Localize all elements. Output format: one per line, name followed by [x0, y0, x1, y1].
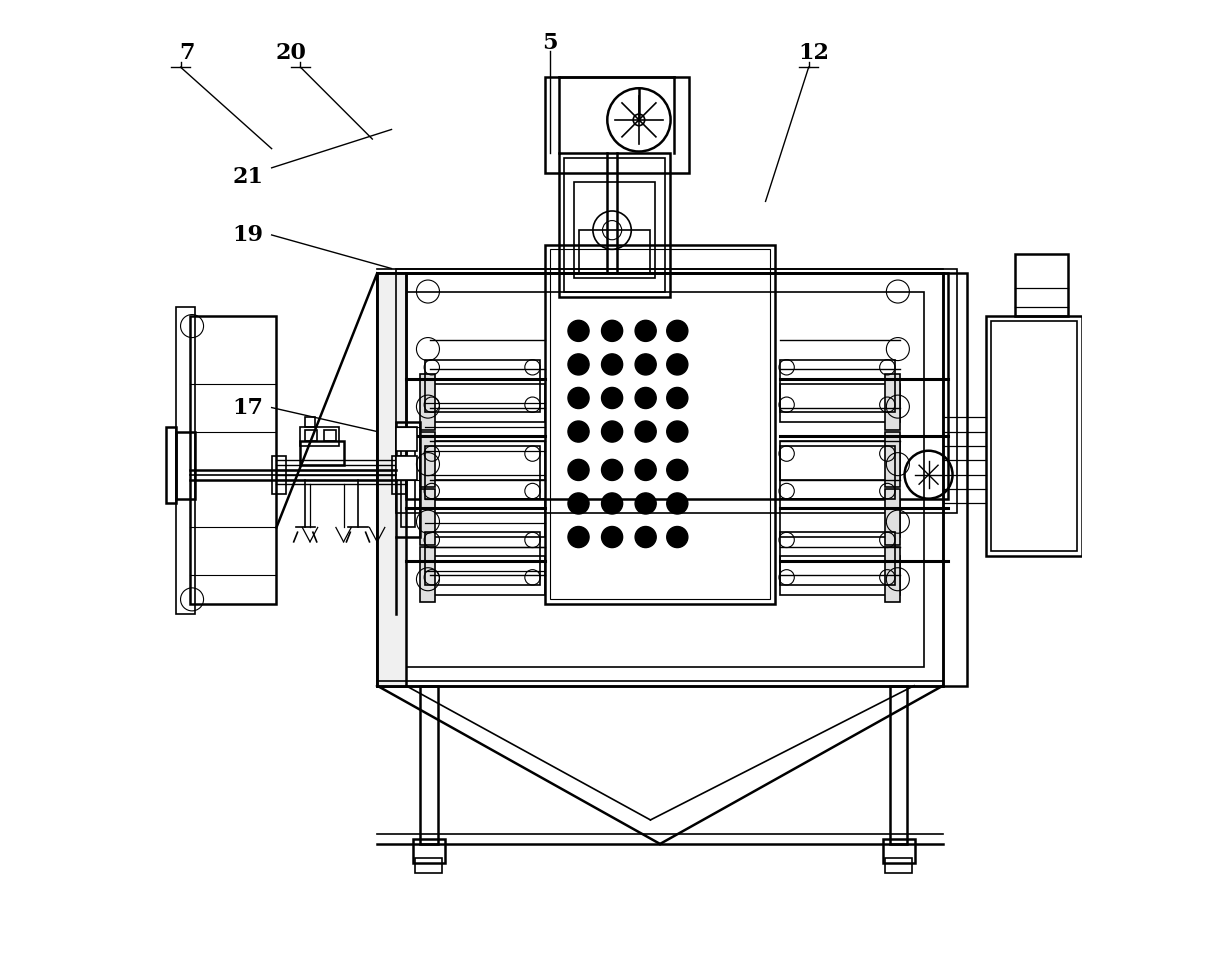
Bar — [271, 456, 286, 494]
Circle shape — [568, 320, 589, 341]
Bar — [392, 456, 406, 494]
Circle shape — [601, 320, 623, 341]
Bar — [421, 432, 435, 487]
Circle shape — [568, 526, 589, 548]
Bar — [886, 432, 900, 487]
Bar — [416, 858, 442, 873]
Bar — [780, 360, 895, 412]
Circle shape — [601, 354, 623, 375]
Bar — [425, 556, 545, 595]
Bar — [780, 532, 895, 585]
Bar — [890, 686, 907, 844]
Circle shape — [635, 354, 657, 375]
Circle shape — [601, 526, 623, 548]
Circle shape — [666, 387, 688, 409]
Circle shape — [635, 320, 657, 341]
Bar — [545, 77, 689, 173]
Circle shape — [568, 421, 589, 442]
Bar — [396, 427, 417, 451]
Bar — [300, 441, 343, 465]
Bar — [425, 532, 540, 585]
Bar — [421, 374, 435, 430]
Bar — [176, 307, 195, 614]
Bar — [166, 427, 176, 503]
Bar — [886, 547, 900, 602]
Bar — [886, 374, 900, 430]
Circle shape — [666, 526, 688, 548]
Circle shape — [601, 493, 623, 514]
Circle shape — [568, 493, 589, 514]
Circle shape — [635, 459, 657, 480]
Bar — [396, 422, 421, 537]
Bar — [300, 427, 339, 446]
Circle shape — [666, 421, 688, 442]
Bar — [991, 321, 1077, 551]
Circle shape — [635, 493, 657, 514]
Bar — [780, 499, 900, 537]
Bar — [882, 839, 915, 863]
Circle shape — [666, 459, 688, 480]
Bar — [396, 269, 957, 513]
Text: 19: 19 — [233, 224, 263, 246]
Bar — [574, 182, 656, 278]
Bar — [780, 556, 900, 595]
Bar — [549, 249, 770, 599]
Circle shape — [568, 459, 589, 480]
Bar — [425, 446, 540, 499]
Circle shape — [666, 493, 688, 514]
Circle shape — [601, 459, 623, 480]
Circle shape — [568, 354, 589, 375]
Bar — [986, 316, 1082, 556]
Bar — [377, 273, 944, 686]
Bar — [545, 245, 775, 604]
Bar — [425, 384, 545, 422]
Circle shape — [666, 354, 688, 375]
Text: 5: 5 — [542, 33, 558, 54]
Circle shape — [666, 320, 688, 341]
Circle shape — [635, 421, 657, 442]
Bar — [886, 489, 900, 545]
Bar — [396, 292, 924, 667]
Bar — [425, 441, 545, 480]
Circle shape — [635, 526, 657, 548]
Bar — [421, 547, 435, 602]
Circle shape — [601, 387, 623, 409]
Text: 12: 12 — [798, 42, 829, 63]
Circle shape — [568, 387, 589, 409]
Bar — [377, 273, 406, 686]
Bar — [780, 441, 900, 480]
Bar — [1015, 254, 1068, 316]
Bar — [412, 839, 445, 863]
Text: 17: 17 — [233, 397, 263, 418]
Bar — [406, 273, 948, 499]
Text: 21: 21 — [233, 167, 263, 188]
Bar — [578, 230, 651, 273]
Bar — [176, 432, 195, 499]
Bar — [421, 489, 435, 545]
Bar — [944, 273, 966, 686]
Bar — [564, 158, 665, 292]
Bar — [780, 446, 895, 499]
Bar — [305, 430, 317, 441]
Bar — [425, 499, 545, 537]
Bar — [190, 316, 276, 604]
Bar — [780, 384, 900, 422]
Circle shape — [601, 421, 623, 442]
Bar — [886, 858, 912, 873]
Bar — [305, 417, 315, 427]
Bar — [559, 153, 670, 297]
Text: 7: 7 — [180, 42, 195, 63]
Bar — [425, 360, 540, 412]
Text: 20: 20 — [276, 42, 306, 63]
Bar — [396, 456, 417, 480]
Bar — [324, 430, 336, 441]
Bar — [421, 686, 437, 844]
Bar — [401, 432, 416, 527]
Circle shape — [635, 387, 657, 409]
